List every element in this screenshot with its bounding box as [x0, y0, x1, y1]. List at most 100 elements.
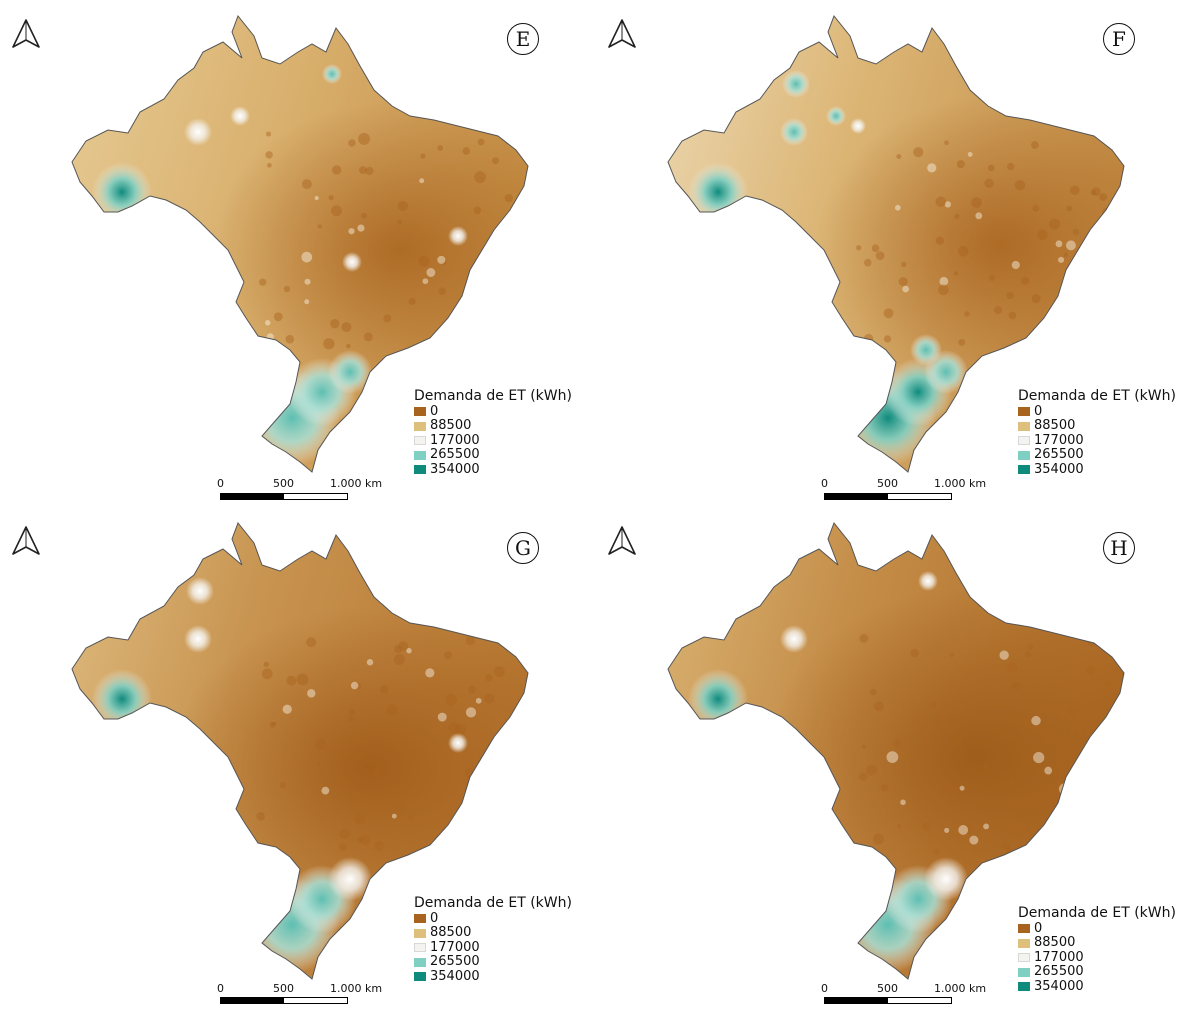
station-point	[307, 689, 316, 698]
legend-swatch	[414, 928, 426, 938]
station-point	[953, 736, 963, 746]
station-point	[504, 194, 513, 203]
brazil-map	[71, 15, 529, 473]
map-panel-g: G Demanda de ET (kWh) 0 88500 177000 265…	[0, 507, 595, 1014]
station-point	[1009, 779, 1014, 785]
station-point	[983, 823, 990, 830]
legend: Demanda de ET (kWh) 0 88500 177000 26550…	[1018, 906, 1176, 994]
station-point	[864, 258, 872, 267]
panel-letter: H	[1103, 532, 1135, 564]
station-point	[1031, 293, 1041, 304]
station-point	[958, 338, 966, 346]
station-point	[875, 251, 885, 261]
hotspot-acre	[688, 669, 748, 729]
station-point	[465, 635, 476, 646]
legend-swatch	[414, 972, 426, 982]
legend-label: 0	[430, 910, 439, 926]
station-point	[438, 287, 446, 295]
station-point	[273, 312, 283, 322]
station-point	[934, 848, 940, 855]
station-point	[397, 200, 408, 212]
station-point	[964, 311, 970, 317]
station-point	[1049, 218, 1061, 230]
legend-title: Demanda de ET (kWh)	[1018, 905, 1176, 921]
legend-label: 88500	[430, 418, 472, 433]
station-point	[408, 297, 416, 306]
station-point	[304, 278, 311, 285]
station-point	[901, 261, 907, 268]
scale-label: 500	[877, 477, 898, 490]
station-point	[437, 255, 446, 264]
legend-item: 265500	[414, 954, 572, 970]
brazil-border	[71, 15, 529, 473]
station-point	[264, 339, 273, 348]
station-point	[424, 851, 432, 859]
legend-item: 88500	[414, 925, 572, 941]
panel-letter: F	[1103, 23, 1135, 55]
station-point	[464, 341, 473, 350]
hotspot-amazonas-1	[780, 118, 808, 146]
station-point	[265, 151, 273, 159]
station-point	[426, 268, 436, 277]
station-point	[1007, 662, 1018, 673]
north-arrow-icon	[12, 526, 40, 555]
station-point	[883, 335, 892, 343]
hotspot-bahia	[448, 226, 468, 246]
station-point	[493, 666, 505, 678]
station-point	[408, 816, 414, 821]
map-panel-h: H Demanda de ET (kWh) 0 88500 177000 265…	[596, 507, 1191, 1014]
scale-bar-graphic	[220, 997, 348, 1004]
station-point	[373, 840, 385, 852]
station-point	[379, 685, 389, 694]
legend-swatch	[414, 943, 426, 953]
legend-title: Demanda de ET (kWh)	[414, 388, 572, 404]
station-point	[479, 264, 487, 272]
station-point	[883, 308, 894, 319]
station-point	[1031, 141, 1039, 149]
hotspot-para	[850, 118, 866, 134]
legend-swatch	[1018, 967, 1030, 977]
station-point	[357, 837, 364, 843]
legend-label: 177000	[1034, 432, 1084, 448]
station-point	[279, 782, 286, 789]
hotspot-roraima	[186, 577, 214, 605]
station-point	[859, 772, 868, 782]
station-point	[450, 818, 461, 829]
station-point	[263, 661, 269, 668]
station-point	[898, 276, 908, 287]
scale-bar-graphic	[824, 493, 952, 500]
legend-item: 265500	[1018, 964, 1176, 980]
station-point	[406, 648, 412, 654]
legend-title: Demanda de ET (kWh)	[1018, 388, 1176, 404]
station-point	[264, 320, 271, 326]
legend-swatch	[1018, 421, 1030, 431]
station-point	[488, 330, 494, 335]
station-point	[363, 332, 373, 342]
station-point	[393, 653, 405, 666]
station-point	[285, 334, 295, 344]
legend-item: 88500	[1018, 418, 1176, 434]
station-point	[1095, 731, 1103, 739]
station-point	[350, 797, 358, 805]
station-point	[467, 685, 476, 694]
station-point	[1052, 322, 1062, 332]
station-point	[1104, 680, 1111, 687]
legend: Demanda de ET (kWh) 0 88500 177000 26550…	[414, 389, 572, 477]
station-point	[897, 824, 902, 829]
station-point	[944, 140, 949, 146]
hotspot-amazonas-2	[826, 106, 846, 126]
legend-title: Demanda de ET (kWh)	[414, 895, 572, 911]
station-point	[348, 139, 356, 147]
map-panel-f: F Demanda de ET (kWh) 0 88500 177000 265…	[596, 0, 1191, 507]
hotspot-amazonas-1	[184, 625, 212, 653]
legend-label: 177000	[430, 939, 480, 955]
station-point	[256, 811, 265, 821]
station-point	[1001, 841, 1011, 851]
station-point	[301, 251, 313, 263]
legend-item: 177000	[1018, 950, 1176, 966]
station-point	[927, 163, 937, 173]
station-point	[508, 835, 520, 847]
station-point	[1005, 846, 1011, 853]
station-point	[464, 326, 476, 338]
station-point	[944, 201, 952, 208]
